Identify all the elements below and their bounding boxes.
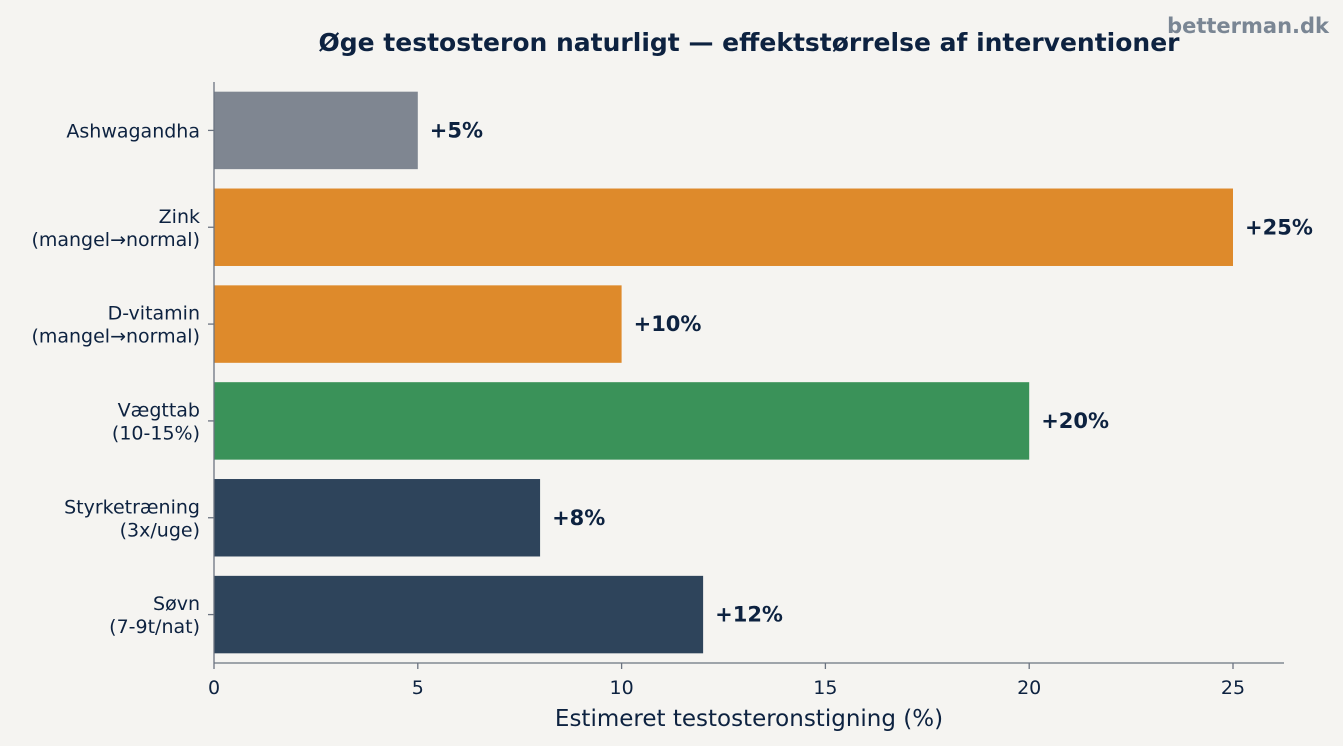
y-tick-label-line: (3x/uge) [120, 519, 200, 541]
bar [214, 285, 622, 363]
data-label: +5% [430, 118, 483, 142]
y-tick-label: Søvn (7-9t/nat) [109, 593, 200, 638]
x-tick-label: 5 [412, 677, 424, 699]
y-tick-label-line: Zink [159, 206, 200, 228]
y-tick-label: D-vitamin (mangel→normal) [31, 303, 200, 348]
x-tick-label: 20 [1017, 677, 1041, 699]
data-label: +25% [1245, 215, 1313, 239]
y-tick-label: Ashwagandha [66, 120, 200, 142]
y-tick-label-line: Vægttab [118, 399, 200, 421]
watermark: betterman.dk [1167, 14, 1330, 38]
y-tick-label: Styrketræning (3x/uge) [64, 496, 200, 541]
bars-group: +5% +25% +10% +20% +8% +12% [214, 91, 1313, 654]
bar [214, 575, 704, 654]
x-tick-label: 10 [610, 677, 634, 699]
data-label: +12% [715, 603, 783, 627]
data-label: +10% [634, 312, 702, 336]
y-tick-label-line: (mangel→normal) [31, 229, 200, 251]
bar [214, 91, 418, 170]
x-tick-label: 15 [813, 677, 837, 699]
bar [214, 479, 541, 557]
x-tick-label: 0 [208, 677, 220, 699]
y-tick-label-line: (10-15%) [112, 422, 200, 444]
chart-title: Øge testosteron naturligt — effektstørre… [319, 28, 1181, 57]
x-tick-label: 25 [1221, 677, 1245, 699]
x-axis-ticks: 0 5 10 15 20 25 [208, 663, 1245, 699]
x-axis-label: Estimeret testosteronstigning (%) [555, 706, 943, 732]
bar [214, 188, 1233, 266]
y-tick-label-line: (7-9t/nat) [109, 616, 200, 638]
y-tick-label-line: Ashwagandha [66, 120, 200, 142]
bar [214, 382, 1030, 460]
y-tick-label-line: (mangel→normal) [31, 326, 200, 348]
data-label: +8% [552, 506, 605, 530]
y-tick-label: Zink (mangel→normal) [31, 206, 200, 251]
data-label: +20% [1041, 409, 1109, 433]
y-tick-label-line: D-vitamin [108, 303, 200, 325]
y-tick-label-line: Styrketræning [64, 496, 200, 518]
y-tick-label: Vægttab (10-15%) [112, 399, 200, 444]
y-tick-label-line: Søvn [153, 593, 200, 615]
